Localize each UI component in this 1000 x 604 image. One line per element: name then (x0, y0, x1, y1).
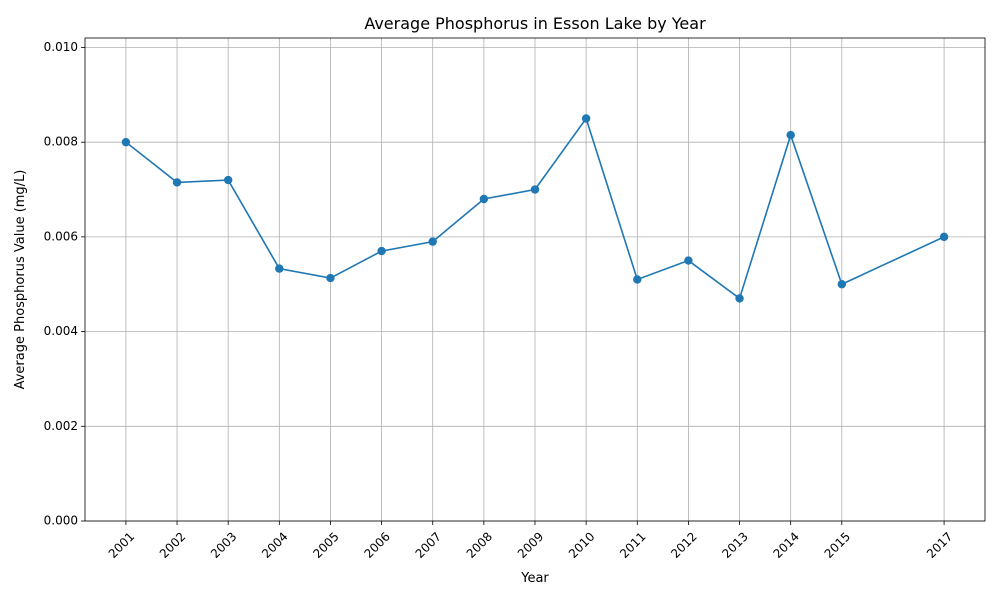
y-axis-label: Average Phosphorus Value (mg/L) (13, 170, 28, 390)
x-tick-label: 2008 (464, 529, 495, 560)
x-tick-label: 2010 (566, 529, 597, 560)
data-point (377, 246, 386, 256)
y-tick-label: 0.002 (44, 419, 78, 433)
series-line (125, 116, 945, 300)
x-tick-label: 2005 (310, 529, 341, 560)
x-tick-label: 2014 (771, 529, 802, 560)
x-tick-label: 2009 (515, 529, 546, 560)
x-tick-label: 2001 (106, 529, 137, 560)
data-point (121, 137, 131, 147)
x-tick-label: 2015 (822, 529, 853, 560)
y-tick-label: 0.004 (44, 324, 78, 338)
y-tick-label: 0.000 (44, 514, 78, 528)
axis-ticks: 2001 2002 2003 2004 2005 2006 2007 2008 2009 2010… (44, 40, 956, 561)
x-tick-label: 2006 (361, 529, 392, 560)
series-layer (121, 114, 949, 303)
data-point (837, 280, 847, 289)
data-point (223, 175, 233, 185)
x-tick-label: 2011 (617, 529, 648, 560)
x-tick-label: 2012 (668, 529, 699, 560)
data-point (939, 232, 949, 242)
data-point (530, 185, 540, 194)
x-tick-label: 2017 (924, 529, 955, 560)
data-point (428, 237, 437, 246)
x-tick-label: 2004 (259, 529, 290, 560)
x-tick-label: 2003 (208, 529, 239, 560)
data-point (326, 273, 335, 283)
x-tick-label: 2007 (413, 529, 444, 560)
data-point (786, 130, 795, 140)
grid (85, 38, 985, 522)
data-point (735, 294, 744, 303)
chart-title: Average Phosphorus in Esson Lake by Year (364, 14, 706, 33)
x-tick-label: 2002 (157, 529, 188, 560)
y-tick-label: 0.006 (44, 229, 78, 243)
data-point (581, 114, 591, 123)
y-tick-label: 0.008 (44, 135, 78, 149)
data-point (275, 264, 284, 273)
data-point (479, 194, 489, 204)
data-point (172, 178, 182, 187)
y-tick-label: 0.010 (44, 40, 78, 54)
data-point (684, 256, 693, 265)
data-point (633, 275, 642, 284)
x-tick-label: 2013 (719, 529, 750, 560)
x-axis-label: Year (520, 571, 549, 586)
